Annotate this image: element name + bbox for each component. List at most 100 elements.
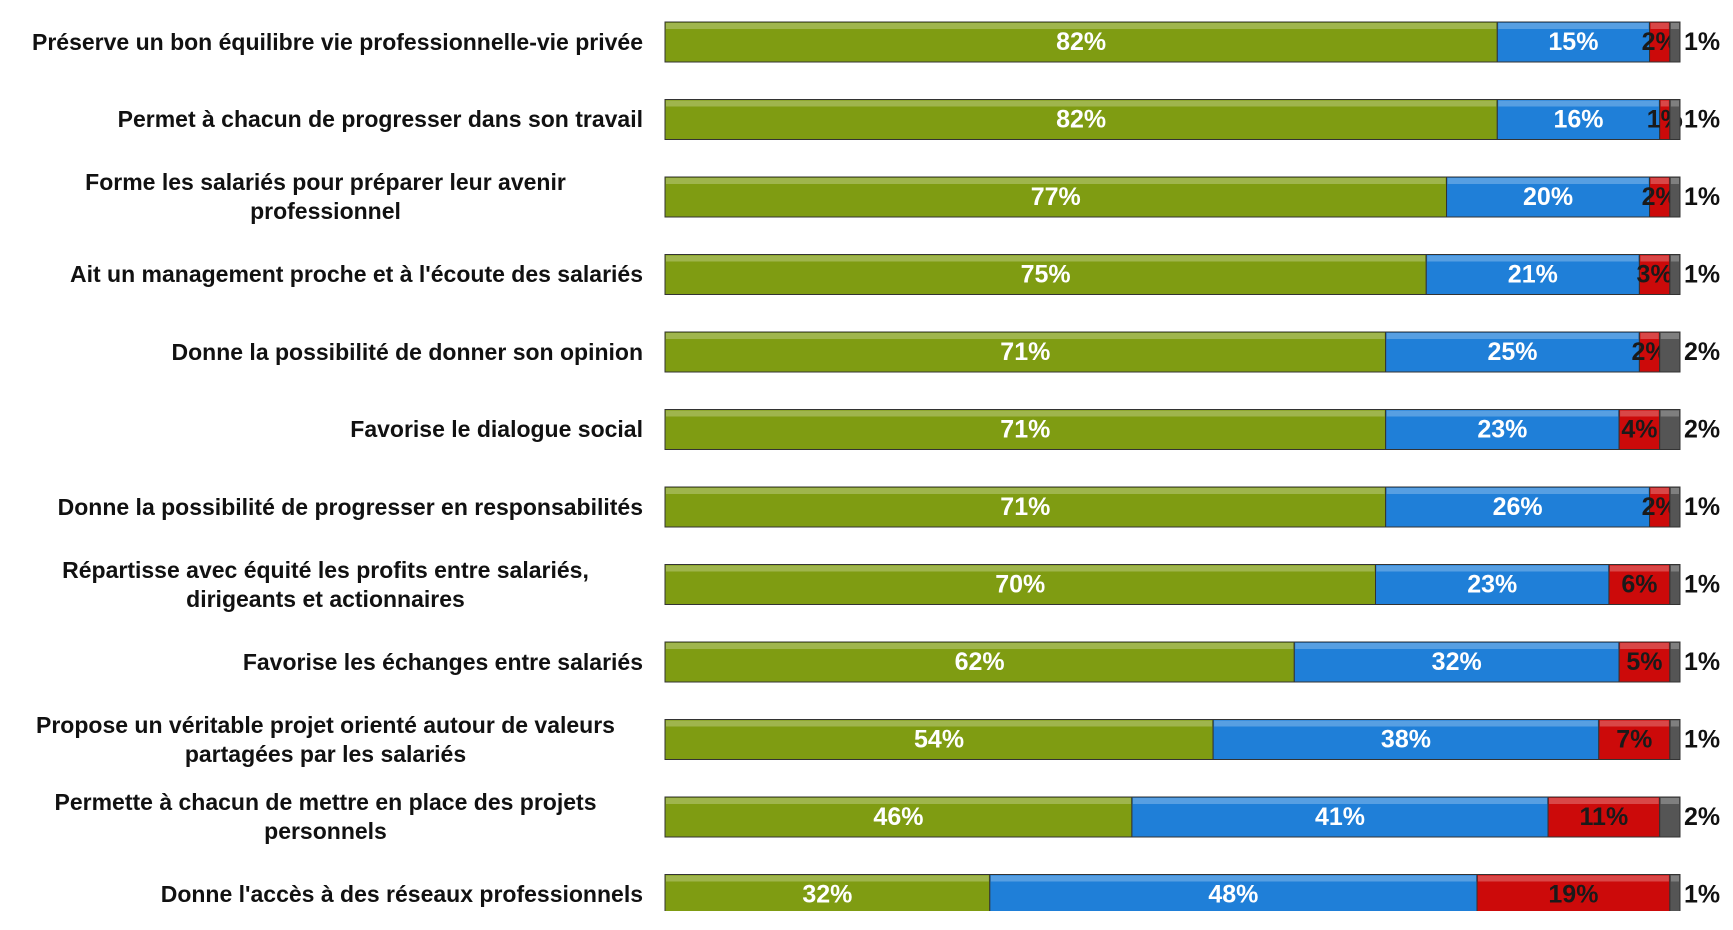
value-label: 1% bbox=[1684, 648, 1720, 676]
value-label: 2% bbox=[1684, 803, 1720, 831]
value-label: 1% bbox=[1684, 106, 1720, 134]
bar-highlight bbox=[1670, 875, 1679, 882]
value-label: 71% bbox=[1000, 416, 1050, 444]
bar-highlight bbox=[666, 100, 1497, 107]
bar-highlight bbox=[1650, 488, 1669, 494]
category-label: Répartisse avec équité les profits entre… bbox=[62, 556, 589, 612]
bar-highlight bbox=[666, 798, 1131, 804]
bar-highlight bbox=[666, 643, 1294, 649]
bar-highlight bbox=[1498, 23, 1649, 29]
category-label: Donne la possibilité de progresser en re… bbox=[57, 493, 643, 520]
value-label: 21% bbox=[1508, 261, 1558, 289]
bar-highlight bbox=[1640, 333, 1659, 339]
bar-highlight bbox=[1670, 255, 1679, 262]
value-label: 46% bbox=[873, 803, 923, 831]
category-label: Donne la possibilité de donner son opini… bbox=[171, 338, 643, 365]
bar-highlight bbox=[666, 178, 1446, 184]
bar-segment bbox=[664, 796, 1133, 838]
value-label: 16% bbox=[1553, 106, 1603, 134]
category-label: Propose un véritable projet orienté auto… bbox=[36, 711, 615, 767]
bar-highlight bbox=[666, 410, 1385, 417]
bar-highlight bbox=[1386, 488, 1649, 494]
bar-segment bbox=[1598, 719, 1671, 760]
value-label: 38% bbox=[1381, 726, 1431, 754]
bar-highlight bbox=[666, 23, 1497, 29]
bar-segment bbox=[664, 409, 1387, 450]
bar-highlight bbox=[1660, 100, 1669, 107]
bar-highlight bbox=[1660, 333, 1679, 339]
category-label-box: Permet à chacun de progresser dans son t… bbox=[8, 85, 643, 155]
value-label: 54% bbox=[914, 726, 964, 754]
value-label: 70% bbox=[995, 571, 1045, 599]
value-label: 1% bbox=[1684, 726, 1720, 754]
value-label: 71% bbox=[1000, 338, 1050, 366]
bar-highlight bbox=[990, 875, 1476, 882]
value-label: 15% bbox=[1548, 28, 1598, 56]
bar-highlight bbox=[1376, 565, 1608, 572]
value-label: 26% bbox=[1493, 493, 1543, 521]
value-label: 1% bbox=[1684, 881, 1720, 909]
bar-segment bbox=[664, 21, 1498, 63]
bar-segment bbox=[664, 254, 1427, 295]
bar-segment bbox=[1669, 874, 1681, 911]
category-label-box: Forme les salariés pour préparer leur av… bbox=[8, 162, 643, 232]
bar-segment bbox=[1131, 796, 1549, 838]
category-label-box: Propose un véritable projet orienté auto… bbox=[8, 705, 643, 775]
value-label: 7% bbox=[1616, 726, 1652, 754]
bar-highlight bbox=[666, 720, 1213, 727]
value-label: 25% bbox=[1488, 338, 1538, 366]
bar-segment bbox=[1375, 564, 1610, 605]
value-label: 20% bbox=[1523, 183, 1573, 211]
bar-segment bbox=[989, 874, 1478, 911]
value-label: 71% bbox=[1000, 493, 1050, 521]
bar-segment bbox=[1212, 719, 1600, 760]
category-label: Permet à chacun de progresser dans son t… bbox=[117, 106, 643, 132]
bar-highlight bbox=[1498, 100, 1659, 107]
bar-segment bbox=[1659, 409, 1681, 450]
bar-segment bbox=[1669, 719, 1681, 760]
value-label: 62% bbox=[955, 648, 1005, 676]
category-label: Donne l'accès à des réseaux professionne… bbox=[160, 881, 643, 907]
bar-segment bbox=[1618, 409, 1661, 450]
value-label: 48% bbox=[1208, 881, 1258, 909]
category-label-box: Permette à chacun de mettre en place des… bbox=[8, 782, 643, 852]
category-label: Ait un management proche et à l'écoute d… bbox=[70, 261, 643, 287]
bar-highlight bbox=[1620, 410, 1659, 417]
bar-highlight bbox=[1620, 643, 1669, 649]
bar-segment bbox=[1618, 641, 1671, 683]
bar-segment bbox=[1425, 254, 1640, 295]
bar-segment bbox=[1669, 564, 1681, 605]
bar-highlight bbox=[1386, 333, 1639, 339]
bar-highlight bbox=[1670, 720, 1679, 727]
value-label: 4% bbox=[1621, 416, 1657, 444]
value-label: 6% bbox=[1621, 571, 1657, 599]
bar-highlight bbox=[666, 333, 1385, 339]
bar-highlight bbox=[1650, 23, 1669, 29]
bar-segment bbox=[1669, 254, 1681, 295]
bar-highlight bbox=[666, 565, 1375, 572]
bar-highlight bbox=[1640, 255, 1669, 262]
bar-segment bbox=[1659, 796, 1681, 838]
bar-segment bbox=[1446, 176, 1651, 218]
bar-highlight bbox=[1549, 798, 1659, 804]
value-label: 1% bbox=[1684, 261, 1720, 289]
bar-segment bbox=[1669, 486, 1681, 528]
bar-segment bbox=[664, 719, 1214, 760]
category-label-box: Répartisse avec équité les profits entre… bbox=[8, 550, 643, 620]
bar-highlight bbox=[1386, 410, 1619, 417]
value-label: 2% bbox=[1684, 338, 1720, 366]
bar-highlight bbox=[1295, 643, 1619, 649]
chart: 82% 15% 2% 1% 82% 16% 1% 1% 77% 20% 2% 1% 75% 21% 3% 1%… bbox=[664, 21, 1720, 911]
value-label: 23% bbox=[1477, 416, 1527, 444]
bar-segment bbox=[1608, 564, 1671, 605]
category-label-box: Donne l'accès à des réseaux professionne… bbox=[8, 860, 643, 930]
category-label-box: Favorise les échanges entre salariés bbox=[8, 627, 643, 697]
category-label: Favorise le dialogue social bbox=[350, 416, 643, 442]
category-label-box: Donne la possibilité de donner son opini… bbox=[8, 317, 643, 387]
bar-highlight bbox=[1427, 255, 1639, 262]
value-label: 1% bbox=[1684, 493, 1720, 521]
bar-highlight bbox=[1660, 798, 1679, 804]
bar-highlight bbox=[1670, 100, 1679, 107]
bar-segment bbox=[1385, 409, 1620, 450]
category-label-box: Favorise le dialogue social bbox=[8, 395, 643, 465]
